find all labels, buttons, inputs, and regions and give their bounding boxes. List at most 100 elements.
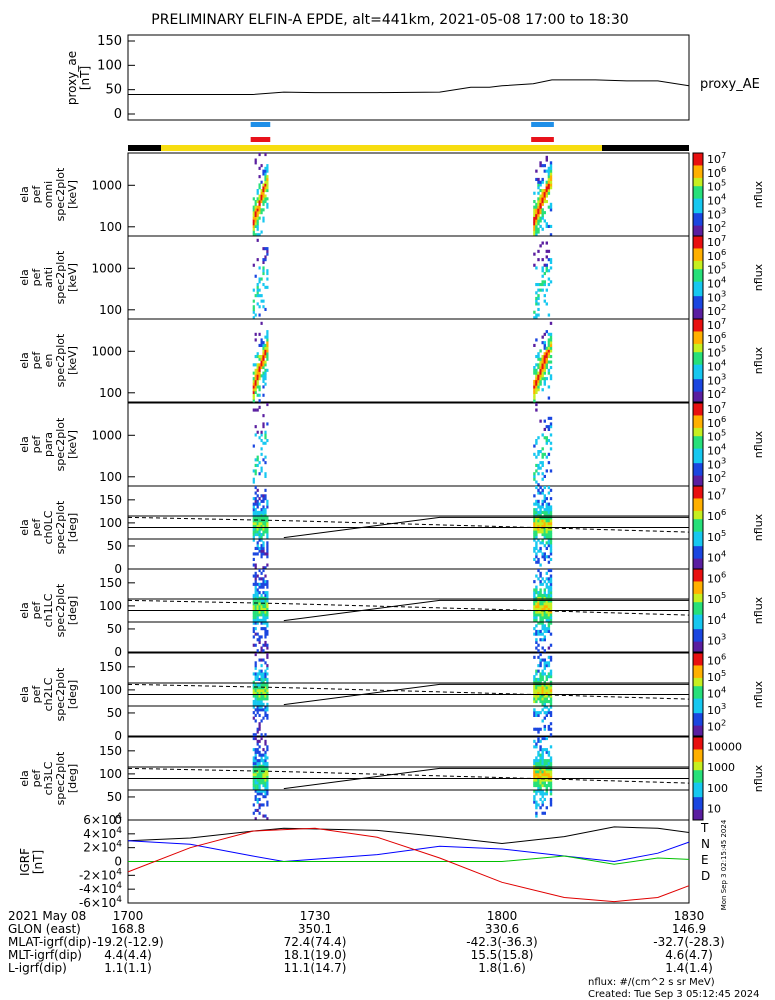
panel-ylabel: elapefch1LCspec2plot[deg] [18, 583, 79, 637]
y-tick-label: 100 [99, 220, 122, 234]
igrf-tick-label: 6×104 [83, 812, 122, 827]
colorbar-tick-label: 103 [707, 701, 726, 717]
igrf-legend-D: D [701, 869, 710, 883]
igrf-tick-label: -4×104 [79, 881, 122, 896]
igrf-tick-label: -2×104 [79, 867, 122, 882]
y-tick-label: 0 [114, 645, 122, 659]
panel-ylabel: elapefch3LCspec2plot[deg] [18, 751, 79, 805]
spectrogram-panel-ch0LC: 0 50 100 150 elapefch0LCspec2plot[deg] 104 105… [18, 485, 765, 576]
panel-frame [127, 318, 690, 403]
time-row-value: 1.8(1.6) [478, 961, 526, 975]
igrf-tick-label: 4×104 [83, 826, 122, 841]
y-tick-label: 0 [114, 562, 122, 576]
spectrogram-panel-ch2LC: 0 50 100 150 elapefch2LCspec2plot[deg] 102103… [18, 651, 765, 743]
time-tick-label: 1730 [300, 909, 331, 923]
loss-cone-dashed [127, 683, 690, 700]
time-row-value: 350.1 [298, 922, 332, 936]
colorbar-tick-label: 102 [707, 385, 726, 401]
colorbar-tick-label: 103 [707, 205, 726, 221]
colorbar-tick-label: 105 [707, 590, 726, 606]
colorbar-tick-label: 105 [707, 528, 726, 544]
y-ticks: 0 50 100 150 [99, 744, 135, 827]
proxy-ae-tick-label: 0 [114, 107, 122, 122]
burst-cells [252, 486, 269, 570]
time-row-value: 11.1(14.7) [284, 961, 347, 975]
time-row-label: GLON (east) [8, 922, 81, 936]
colorbar-tick-label: 103 [707, 455, 726, 471]
time-row-label: MLAT-igrf(dip) [8, 935, 91, 949]
loss-cone-dashed [127, 599, 690, 616]
spectrogram-panel-ch1LC: 0 50 100 150 elapefch1LCspec2plot[deg] 103 104… [18, 568, 765, 659]
colorbar-tick-label: 103 [707, 632, 726, 648]
time-row-value: -19.2(-12.9) [92, 935, 163, 949]
proxy-ae-line [128, 79, 690, 95]
loss-cone-solid [283, 683, 689, 706]
igrf-tick-label: -6×104 [79, 895, 122, 910]
y-tick-label: 100 [99, 683, 122, 697]
time-row-label: 2021 May 08 [8, 909, 86, 923]
igrf-trace-N [127, 840, 690, 863]
colorbar-tick-label: 107 [707, 486, 726, 502]
colorbar-tick-label: 104 [707, 357, 726, 373]
orbit-sunlit-bar [128, 145, 689, 151]
colorbar-tick-label: 104 [707, 611, 726, 627]
time-row-value: 4.4(4.4) [104, 948, 152, 962]
y-tick-label: 1000 [91, 261, 122, 275]
loss-cone-solid [283, 599, 689, 622]
colorbar-label: nflux [752, 430, 765, 458]
panel-ylabel: elapefantispec2plot[keV] [18, 250, 79, 304]
colorbar-tick-label: 106 [707, 507, 726, 523]
y-tick-label: 100 [99, 767, 122, 781]
time-row-value: 146.9 [672, 922, 706, 936]
y-tick-label: 150 [99, 576, 122, 590]
panel-frame [127, 235, 690, 320]
colorbar-tick-label: 102 [707, 219, 726, 235]
time-row-value: 18.1(19.0) [284, 948, 347, 962]
y-tick-label: 100 [99, 386, 122, 400]
y-tick-label: 1000 [91, 428, 122, 442]
spectrogram-panel-ch3LC: 050100150elapefch3LCspec2plot[deg]101001… [18, 736, 765, 827]
burst-cells [533, 321, 553, 403]
igrf-trace-T [127, 826, 690, 845]
colorbar-tick-label: 106 [707, 414, 726, 430]
burst-cells [252, 321, 269, 403]
created-stamp: Created: Tue Sep 3 05:12:45 2024 [588, 989, 760, 1000]
panel-ylabel: elapefch0LCspec2plot[deg] [18, 500, 79, 554]
colorbar-tick-label: 103 [707, 371, 726, 387]
colorbar-tick-label: 106 [707, 247, 726, 263]
burst-cells [252, 653, 269, 737]
colorbar-tick-label: 10000 [707, 740, 742, 753]
burst-blue-marker [531, 122, 554, 127]
igrf-legend-T: T [700, 821, 709, 835]
colorbar-tick-label: 106 [707, 164, 726, 180]
burst-markers [128, 122, 689, 151]
y-tick-label: 0 [114, 729, 122, 743]
y-ticks: 100 1000 [91, 261, 135, 317]
proxy-ae-tick-label: 150 [97, 34, 122, 49]
time-row-value: -42.3(-36.3) [466, 935, 537, 949]
time-row-value: 1.4(1.4) [665, 961, 713, 975]
colorbar-tick-label: 104 [707, 549, 726, 565]
y-tick-label: 100 [99, 470, 122, 484]
time-tick-label: 1800 [487, 909, 518, 923]
panel-ylabel: elapefomnispec2plot[keV] [18, 167, 79, 221]
colorbar-tick-label: 104 [707, 274, 726, 290]
burst-cells [252, 569, 269, 653]
y-tick-label: 100 [99, 303, 122, 317]
loss-cone-solid [283, 767, 689, 790]
colorbar-tick-label: 102 [707, 469, 726, 485]
proxy-ae-tick-label: 100 [97, 58, 122, 73]
panel-frame [127, 152, 690, 237]
proxy-ae-frame [127, 34, 690, 121]
y-tick-label: 50 [107, 790, 122, 804]
igrf-ylabel: IGRF[nT] [18, 848, 45, 876]
colorbar-tick-label: 102 [707, 302, 726, 318]
time-row-value: 1.1(1.1) [104, 961, 152, 975]
time-row-label: L-igrf(dip) [8, 961, 67, 975]
panel-ylabel: elapefparaspec2plot[keV] [18, 417, 79, 471]
colorbar-tick-label: 105 [707, 344, 726, 360]
